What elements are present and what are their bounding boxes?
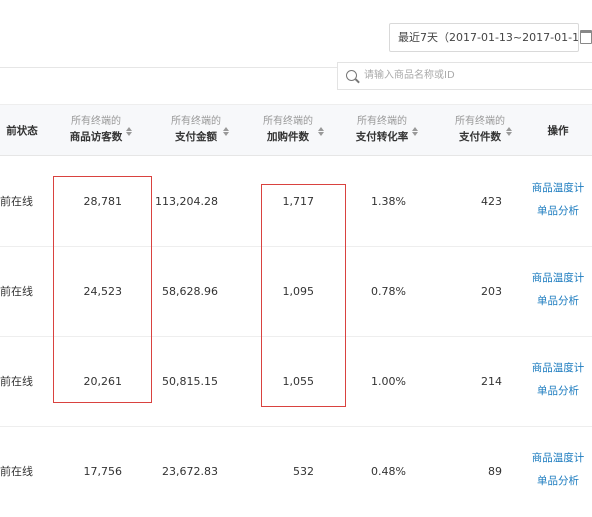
row-amount: 113,204.28	[155, 195, 218, 208]
col-ops-header: 操作	[524, 105, 592, 157]
col-conversion-label: 支付转化率	[355, 131, 409, 143]
item-analysis-link[interactable]: 单品分析	[537, 475, 579, 487]
col-paid-sub: 所有终端的	[455, 116, 505, 127]
table-header: 前状态 所有终端的 商品访客数 所有终端的 支付金额 所有终端的 加购件数 所有…	[0, 104, 592, 156]
col-ops-label: 操作	[547, 125, 569, 137]
row-actions: 商品温度计 单品分析	[524, 427, 592, 517]
row-conversion: 1.38%	[371, 195, 406, 208]
col-status-label: 前状态	[6, 125, 38, 137]
row-status: 前在线	[0, 375, 33, 388]
row-amount: 23,672.83	[162, 465, 218, 478]
col-cart-header[interactable]: 所有终端的 加购件数	[252, 105, 324, 157]
table-row: 前在线 28,781 113,204.28 1,717 1.38% 423 商品…	[0, 157, 592, 247]
product-thermometer-link[interactable]: 商品温度计	[531, 272, 585, 284]
row-cart: 1,055	[282, 375, 315, 388]
row-visitors: 20,261	[83, 375, 123, 388]
row-conversion: 0.78%	[371, 285, 406, 298]
row-cart: 1,717	[282, 195, 315, 208]
row-visitors: 17,756	[83, 465, 123, 478]
row-amount: 50,815.15	[162, 375, 218, 388]
table-row: 前在线 17,756 23,672.83 532 0.48% 89 商品温度计 …	[0, 427, 592, 517]
col-amount-sub: 所有终端的	[171, 116, 221, 127]
item-analysis-link[interactable]: 单品分析	[537, 295, 579, 307]
item-analysis-link[interactable]: 单品分析	[537, 205, 579, 217]
sort-icon[interactable]	[223, 127, 229, 137]
row-status: 前在线	[0, 195, 33, 208]
row-visitors: 24,523	[83, 285, 123, 298]
product-thermometer-link[interactable]: 商品温度计	[531, 182, 585, 194]
col-visitors-label: 商品访客数	[69, 131, 123, 143]
col-amount-header[interactable]: 所有终端的 支付金额	[160, 105, 232, 157]
col-cart-label: 加购件数	[267, 131, 309, 143]
search-icon	[346, 70, 357, 81]
row-status: 前在线	[0, 465, 33, 478]
col-status-header: 前状态	[0, 105, 44, 157]
col-paid-label: 支付件数	[459, 131, 501, 143]
sort-icon[interactable]	[506, 127, 512, 137]
col-cart-sub: 所有终端的	[263, 116, 313, 127]
row-actions: 商品温度计 单品分析	[524, 157, 592, 247]
col-amount-label: 支付金额	[175, 131, 217, 143]
table-row: 前在线 24,523 58,628.96 1,095 0.78% 203 商品温…	[0, 247, 592, 337]
top-bar: 最近7天（2017-01-13~2017-01-19）	[0, 0, 592, 68]
col-visitors-sub: 所有终端的	[71, 116, 121, 127]
col-paid-header[interactable]: 所有终端的 支付件数	[444, 105, 516, 157]
sort-icon[interactable]	[126, 127, 132, 137]
product-thermometer-link[interactable]: 商品温度计	[531, 452, 585, 464]
sort-icon[interactable]	[318, 127, 324, 137]
item-analysis-link[interactable]: 单品分析	[537, 385, 579, 397]
calendar-icon[interactable]	[580, 30, 592, 44]
row-conversion: 0.48%	[371, 465, 406, 478]
row-cart: 532	[293, 465, 314, 478]
row-amount: 58,628.96	[162, 285, 218, 298]
row-status: 前在线	[0, 285, 33, 298]
product-thermometer-link[interactable]: 商品温度计	[531, 362, 585, 374]
date-range-button[interactable]: 最近7天（2017-01-13~2017-01-19）	[389, 23, 579, 52]
row-paid: 423	[481, 195, 502, 208]
row-actions: 商品温度计 单品分析	[524, 247, 592, 337]
table-row: 前在线 20,261 50,815.15 1,055 1.00% 214 商品温…	[0, 337, 592, 427]
search-box[interactable]: 请输入商品名称或ID	[337, 62, 592, 90]
sort-icon[interactable]	[412, 127, 418, 137]
row-paid: 203	[481, 285, 502, 298]
row-cart: 1,095	[282, 285, 315, 298]
row-visitors: 28,781	[83, 195, 123, 208]
col-conversion-sub: 所有终端的	[357, 116, 407, 127]
col-conversion-header[interactable]: 所有终端的 支付转化率	[346, 105, 418, 157]
search-input-placeholder[interactable]: 请输入商品名称或ID	[364, 70, 455, 81]
row-conversion: 1.00%	[371, 375, 406, 388]
col-visitors-header[interactable]: 所有终端的 商品访客数	[58, 105, 134, 157]
row-actions: 商品温度计 单品分析	[524, 337, 592, 427]
row-paid: 89	[488, 465, 502, 478]
row-paid: 214	[481, 375, 502, 388]
